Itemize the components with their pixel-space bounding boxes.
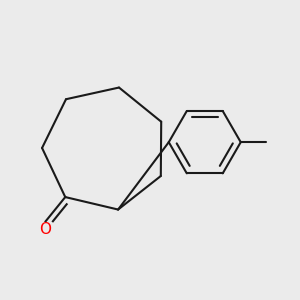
Text: O: O (40, 222, 52, 237)
